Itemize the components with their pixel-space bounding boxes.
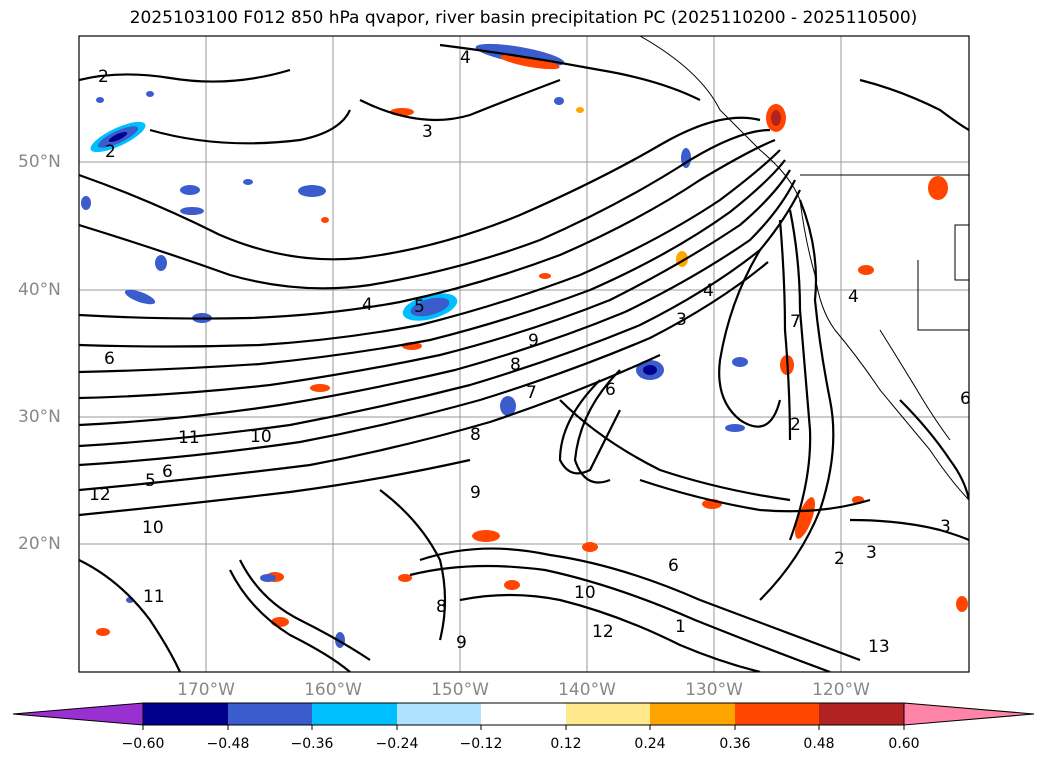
- contour-label: 2: [790, 415, 801, 435]
- lon-label: 160°W: [304, 680, 362, 700]
- contour-label: 10: [574, 583, 596, 603]
- contour-label: 12: [89, 485, 111, 505]
- colorbar-tick-label: 0.60: [888, 736, 920, 752]
- contour-label: 4: [848, 287, 859, 307]
- contour-label: 2: [105, 142, 116, 162]
- lat-label: 40°N: [18, 280, 61, 300]
- colorbar-tick-label: 0.36: [719, 736, 751, 752]
- lon-label: 130°W: [685, 680, 743, 700]
- map-panel: 2 4 3 2 4 5 6 10 11 9 8 7 6 5 12 10 9 8 …: [79, 36, 971, 672]
- contour-labels: 2 4 3 2 4 5 6 10 11 9 8 7 6 5 12 10 9 8 …: [89, 48, 971, 657]
- contour-label: 3: [866, 543, 877, 563]
- contour-label: 5: [145, 471, 156, 491]
- lon-label: 150°W: [431, 680, 489, 700]
- colorbar-tick-label: −0.48: [206, 736, 250, 752]
- map-frame: [78, 35, 970, 673]
- contour-label: 6: [162, 462, 173, 482]
- contour-label: 8: [470, 425, 481, 445]
- contour-label: 5: [414, 297, 425, 317]
- lon-label: 170°W: [177, 680, 235, 700]
- contour-label: 7: [790, 312, 801, 332]
- lon-label: 120°W: [812, 680, 870, 700]
- contour-label: 10: [250, 427, 272, 447]
- contour-label: 2: [98, 67, 109, 87]
- contour-label: 11: [143, 587, 165, 607]
- contour-label: 6: [960, 389, 971, 409]
- colorbar-segment: [228, 703, 312, 725]
- colorbar-segment: [566, 703, 650, 725]
- contour-label: 8: [436, 597, 447, 617]
- contour-label: 1: [675, 617, 686, 637]
- coastline: [639, 36, 969, 501]
- contour-label: 9: [528, 331, 539, 351]
- colorbar-tick-label: −0.60: [121, 736, 165, 752]
- contour-label: 6: [668, 556, 679, 576]
- contour-label: 4: [460, 48, 471, 68]
- qvapor-contours: [79, 43, 969, 672]
- contour-label: 12: [592, 622, 614, 642]
- lon-label: 140°W: [558, 680, 616, 700]
- lat-label: 20°N: [18, 534, 61, 554]
- colorbar-segment: [903, 702, 1035, 726]
- precip-blobs: [81, 43, 968, 648]
- colorbar-tick-label: 0.48: [803, 736, 835, 752]
- colorbar-segment: [481, 703, 566, 725]
- contour-label: 13: [868, 637, 890, 657]
- colorbar-tick-label: −0.12: [459, 736, 503, 752]
- lat-label: 30°N: [18, 407, 61, 427]
- colorbar-segment: [397, 703, 481, 725]
- contour-label: 9: [456, 633, 467, 653]
- colorbar-segment: [819, 703, 904, 725]
- contour-label: 10: [142, 518, 164, 538]
- lat-label: 50°N: [18, 152, 61, 172]
- colorbar-segment: [12, 702, 144, 726]
- contour-label: 7: [526, 383, 537, 403]
- colorbar-tick-label: −0.36: [290, 736, 334, 752]
- colorbar-tick-label: 0.24: [634, 736, 666, 752]
- contour-label: 11: [178, 428, 200, 448]
- contour-label: 3: [422, 122, 433, 142]
- contour-label: 6: [605, 380, 616, 400]
- contour-label: 3: [940, 517, 951, 537]
- contour-label: 9: [470, 483, 481, 503]
- colorbar-tick-label: −0.24: [375, 736, 419, 752]
- contour-label: 4: [362, 295, 373, 315]
- contour-label: 2: [834, 549, 845, 569]
- colorbar: [12, 702, 1035, 730]
- colorbar-segment: [650, 703, 735, 725]
- colorbar-segment: [143, 703, 228, 725]
- contour-label: 6: [104, 349, 115, 369]
- colorbar-segment: [735, 703, 819, 725]
- contour-label: 8: [510, 355, 521, 375]
- colorbar-tick-label: 0.12: [550, 736, 582, 752]
- contour-label: 4: [703, 281, 714, 301]
- map-title: 2025103100 F012 850 hPa qvapor, river ba…: [129, 8, 918, 28]
- contour-label: 3: [676, 310, 687, 330]
- colorbar-segment: [312, 703, 397, 725]
